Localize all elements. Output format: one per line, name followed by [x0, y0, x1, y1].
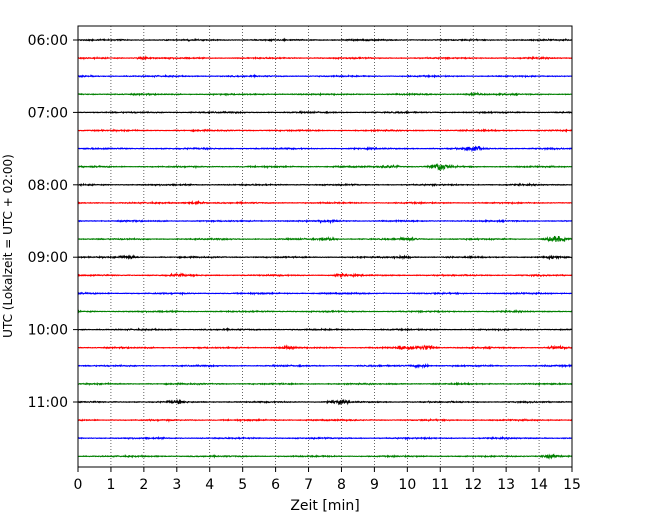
x-tick-label: 0 [74, 477, 83, 493]
x-tick-label: 10 [398, 477, 416, 493]
seismic-trace [77, 199, 573, 206]
y-tick-label: 09:00 [28, 250, 68, 266]
seismic-trace [77, 291, 573, 297]
x-tick-label: 4 [205, 477, 214, 493]
x-tick-label: 11 [431, 477, 449, 493]
y-tick-label: 08:00 [28, 178, 68, 194]
x-tick-label: 1 [106, 477, 115, 493]
seismic-trace [77, 435, 573, 441]
seismic-trace [77, 417, 572, 423]
seismic-trace [77, 362, 573, 369]
seismic-trace [77, 272, 573, 279]
x-tick-label: 7 [304, 477, 313, 493]
seismic-trace [77, 37, 573, 43]
seismic-trace [77, 145, 573, 153]
x-tick-label: 13 [497, 477, 515, 493]
seismic-trace [77, 55, 573, 61]
seismic-trace [77, 73, 573, 79]
y-tick-label: 06:00 [28, 33, 68, 49]
seismic-trace [77, 91, 573, 97]
x-tick-label: 14 [530, 477, 548, 493]
x-tick-label: 2 [139, 477, 148, 493]
y-axis-ticks: 06:00 07:00 08:00 09:00 10:00 11:00 [28, 33, 78, 411]
seismic-trace [77, 381, 573, 387]
seismic-trace [77, 327, 573, 333]
x-tick-label: 12 [464, 477, 482, 493]
seismic-trace [77, 110, 573, 115]
x-tick-label: 9 [370, 477, 379, 493]
y-tick-label: 11:00 [28, 395, 68, 411]
x-axis-ticks: 0 1 2 3 4 5 6 7 8 9 10 11 12 13 14 15 [74, 467, 581, 493]
y-tick-label: 10:00 [28, 323, 68, 339]
seismic-trace [77, 344, 573, 351]
seismic-trace [77, 308, 573, 314]
x-tick-label: 6 [271, 477, 280, 493]
x-tick-label: 8 [337, 477, 346, 493]
seismic-trace [77, 182, 573, 188]
seismic-trace [77, 163, 573, 172]
y-axis-label: UTC (Lokalzeit = UTC + 02:00) [1, 154, 15, 338]
y-tick-label: 07:00 [28, 105, 68, 121]
x-tick-label: 3 [172, 477, 181, 493]
seismic-trace [77, 218, 573, 225]
seismic-trace [77, 128, 573, 133]
seismic-trace [77, 235, 573, 243]
seismic-trace [77, 254, 573, 261]
x-axis-label: Zeit [min] [290, 498, 359, 514]
seismic-trace [77, 453, 573, 460]
seismic-trace [77, 398, 573, 406]
trace-layer [77, 37, 573, 460]
x-tick-label: 15 [563, 477, 581, 493]
plot-frame [77, 25, 573, 468]
x-tick-label: 5 [238, 477, 247, 493]
